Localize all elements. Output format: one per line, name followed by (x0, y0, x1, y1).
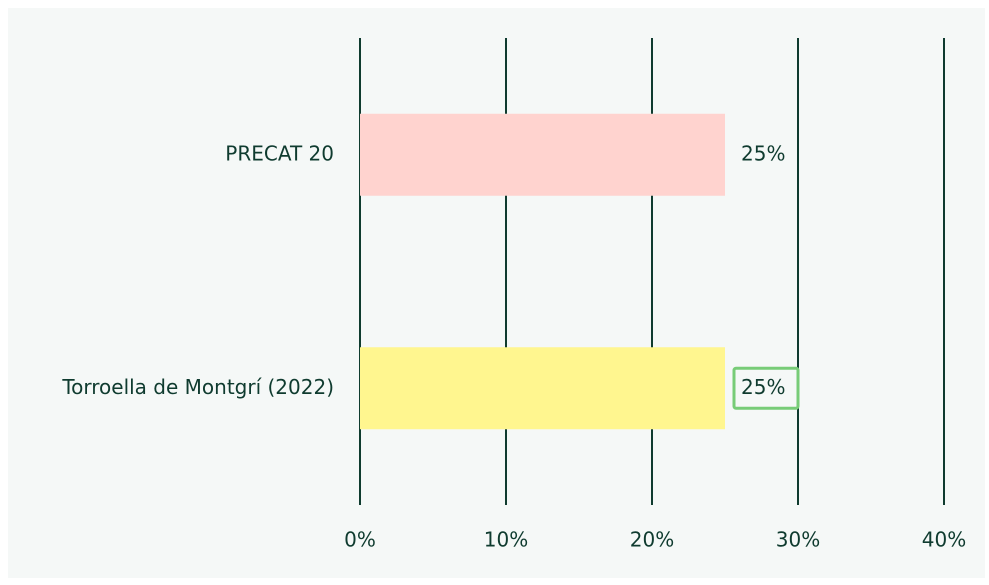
grid: 0% 10% 20% 30% 40% (344, 38, 966, 552)
x-tick-label: 40% (922, 528, 966, 552)
category-label: Torroella de Montgrí (2022) (61, 375, 334, 399)
marks: PRECAT 20 25% Torroella de Montgrí (2022) 2… (61, 113, 800, 430)
chart-background (8, 8, 985, 578)
label-highlight (732, 366, 800, 410)
x-tick-label: 20% (630, 528, 674, 552)
x-tick-label: 10% (484, 528, 528, 552)
category-label: PRECAT 20 (225, 141, 334, 165)
x-tick-label: 30% (776, 528, 820, 552)
bar (360, 113, 725, 196)
bar (360, 347, 725, 430)
x-tick-label: 0% (344, 528, 376, 552)
value-label: 25% (741, 141, 785, 165)
value-label: 25% (741, 375, 785, 399)
